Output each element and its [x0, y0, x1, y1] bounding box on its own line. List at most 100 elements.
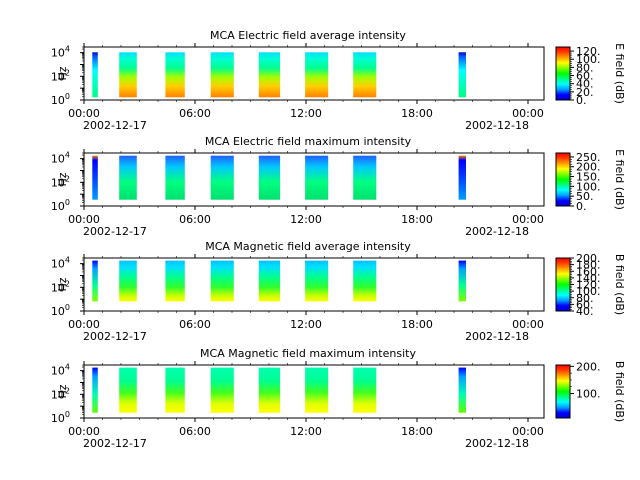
colorbar-tick-label: 100.: [576, 285, 601, 298]
spectrogram-burst: [353, 155, 377, 200]
colorbar-tick-label: 120.: [576, 45, 601, 58]
y-tick-label: 100: [51, 92, 70, 107]
spectrogram-burst: [458, 155, 466, 200]
colorbar-tick-label: 60.: [576, 298, 594, 311]
x-tick-label: 06:00: [179, 425, 211, 438]
colorbar-tick-label: 40.: [576, 305, 594, 318]
spectrogram-burst: [92, 260, 98, 302]
panel-2: MCA Electric field maximum intensityHz10…: [51, 135, 626, 238]
spectrogram-burst: [92, 367, 98, 413]
colorbar-tick-label: 0.: [576, 200, 587, 213]
x-tick-label: 18:00: [401, 213, 433, 226]
y-tick-label: 104: [51, 45, 70, 60]
x-tick-label: 00:00: [512, 425, 544, 438]
panel-title: MCA Magnetic field maximum intensity: [200, 347, 416, 360]
panel-3: MCA Magnetic field average intensityHz10…: [51, 240, 626, 343]
x-date-label: 2002-12-17: [83, 437, 147, 450]
colorbar-tick-label: 100.: [576, 53, 601, 66]
spectrogram-burst: [458, 367, 466, 413]
x-date-label: 2002-12-18: [465, 330, 529, 343]
colorbar-tick-label: 160.: [576, 265, 601, 278]
spectrogram-burst: [92, 155, 98, 200]
axes-frame: [83, 364, 545, 419]
x-tick-label: 12:00: [290, 213, 322, 226]
x-tick-label: 18:00: [401, 318, 433, 331]
colorbar-tick-label: 200.: [576, 161, 601, 174]
spectrogram-burst: [210, 155, 234, 200]
colorbar: [556, 47, 570, 100]
y-tick-label: 100: [51, 303, 70, 318]
panel-title: MCA Magnetic field average intensity: [205, 240, 411, 253]
colorbar-tick-label: 50.: [576, 190, 594, 203]
y-tick-label: 104: [51, 363, 70, 378]
spectrogram-burst: [353, 260, 377, 302]
colorbar-tick-label: 150.: [576, 171, 601, 184]
colorbar-tick-label: 20.: [576, 86, 594, 99]
spectrogram-burst: [165, 367, 185, 413]
spectrogram-burst: [119, 155, 137, 200]
x-date-label: 2002-12-18: [465, 119, 529, 132]
x-tick-label: 18:00: [401, 107, 433, 120]
y-axis-label: Hz: [56, 277, 69, 291]
axes-frame: [83, 257, 545, 312]
spectrogram-burst: [165, 155, 185, 200]
spectrogram-burst: [119, 52, 137, 98]
colorbar: [556, 153, 570, 206]
axes-frame: [83, 152, 545, 207]
colorbar-frame: [555, 364, 571, 419]
y-axis-label: Hz: [56, 384, 69, 398]
spectrogram-burst: [258, 260, 281, 302]
x-date-label: 2002-12-18: [465, 225, 529, 238]
x-tick-label: 00:00: [68, 425, 100, 438]
colorbar-tick-label: 200.: [576, 252, 601, 265]
x-tick-label: 00:00: [68, 318, 100, 331]
colorbar-label: E field (dB): [613, 43, 626, 104]
x-date-label: 2002-12-18: [465, 437, 529, 450]
colorbar-label: E field (dB): [613, 149, 626, 210]
x-date-label: 2002-12-17: [83, 225, 147, 238]
colorbar-tick-label: 0.: [576, 94, 587, 107]
spectrogram-burst: [258, 52, 281, 98]
spectrogram-burst: [305, 260, 329, 302]
colorbar-label: B field (dB): [613, 361, 626, 422]
colorbar-tick-label: 180.: [576, 259, 601, 272]
y-tick-label: 102: [51, 279, 70, 294]
spectrogram-burst: [258, 367, 281, 413]
colorbar-tick-label: 60.: [576, 70, 594, 83]
colorbar: [556, 365, 570, 418]
spectrogram-burst: [210, 52, 234, 98]
x-tick-label: 12:00: [290, 107, 322, 120]
x-tick-label: 06:00: [179, 318, 211, 331]
spectrogram-burst: [353, 52, 377, 98]
spectrogram-burst: [92, 52, 98, 98]
y-tick-label: 100: [51, 410, 70, 425]
colorbar-label: B field (dB): [613, 254, 626, 315]
x-tick-label: 00:00: [512, 107, 544, 120]
colorbar-tick-label: 80.: [576, 292, 594, 305]
spectrogram-burst: [458, 260, 466, 302]
colorbar: [556, 258, 570, 311]
spectrogram-burst: [305, 52, 329, 98]
spectrogram-burst: [119, 260, 137, 302]
y-tick-label: 100: [51, 198, 70, 213]
colorbar-tick-label: 80.: [576, 61, 594, 74]
colorbar-tick-label: 40.: [576, 78, 594, 91]
colorbar-tick-label: 200.: [576, 360, 601, 373]
y-tick-label: 102: [51, 174, 70, 189]
panel-1: MCA Electric field average intensityHz10…: [51, 29, 626, 132]
spectrogram-burst: [305, 155, 329, 200]
spectrogram-burst: [210, 367, 234, 413]
colorbar-tick-label: 120.: [576, 279, 601, 292]
spectrogram-burst: [353, 367, 377, 413]
x-tick-label: 06:00: [179, 107, 211, 120]
y-tick-label: 104: [51, 256, 70, 271]
x-tick-label: 00:00: [68, 213, 100, 226]
axes-frame: [83, 46, 545, 101]
y-tick-label: 102: [51, 68, 70, 83]
spectrogram-burst: [210, 260, 234, 302]
panel-title: MCA Electric field average intensity: [210, 29, 406, 42]
y-axis-label: Hz: [56, 66, 69, 80]
x-tick-label: 18:00: [401, 425, 433, 438]
panel-title: MCA Electric field maximum intensity: [205, 135, 412, 148]
colorbar-tick-label: 140.: [576, 272, 601, 285]
